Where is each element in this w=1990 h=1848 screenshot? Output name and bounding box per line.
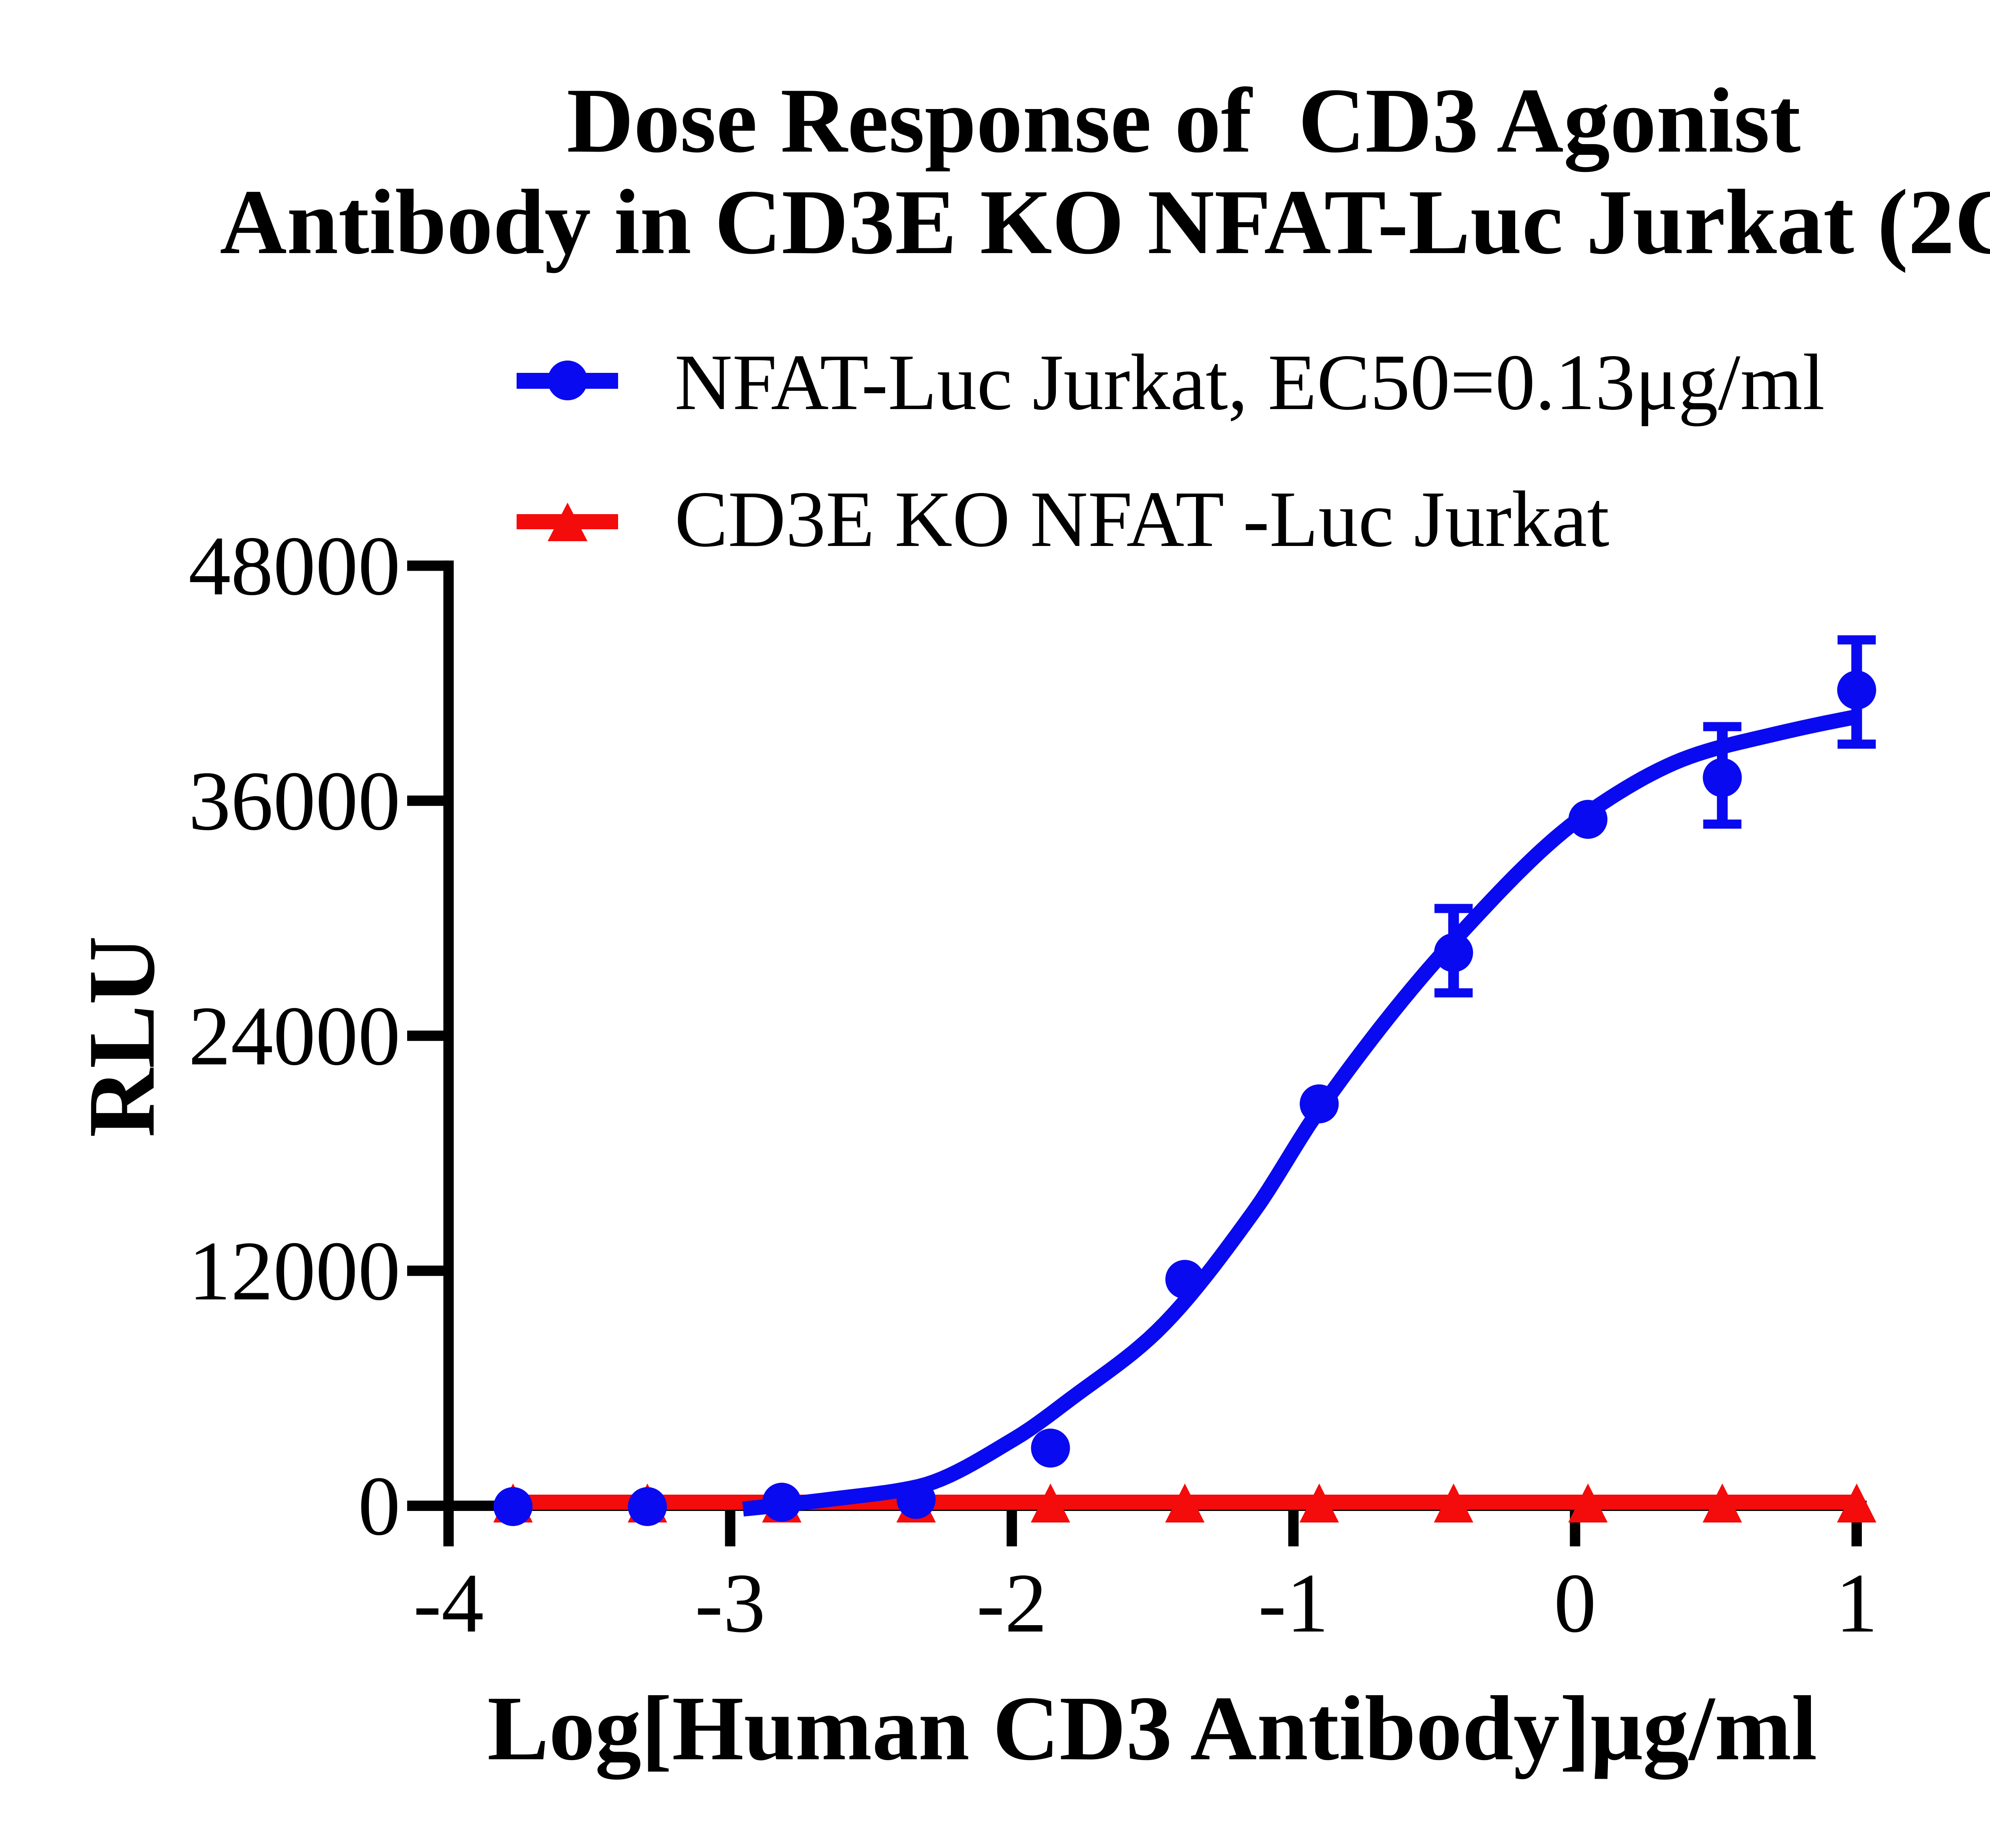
svg-text:24000: 24000 [189,989,401,1083]
svg-text:36000: 36000 [189,754,401,848]
svg-text:1: 1 [1836,1556,1878,1650]
svg-text:0: 0 [1554,1556,1596,1650]
svg-text:-1: -1 [1258,1556,1329,1650]
svg-text:48000: 48000 [189,519,401,613]
svg-text:NFAT-Luc Jurkat, EC50=0.13μg/m: NFAT-Luc Jurkat, EC50=0.13μg/ml [675,338,1825,427]
svg-text:CD3E KO NFAT -Luc Jurkat: CD3E KO NFAT -Luc Jurkat [675,475,1610,563]
svg-text:Dose Response of CD3 Agonist: Dose Response of CD3 Agonist [567,69,1801,172]
svg-text:-3: -3 [695,1556,765,1650]
svg-text:-4: -4 [413,1556,484,1650]
svg-text:-2: -2 [976,1556,1047,1650]
svg-text:Log[Human CD3 Antibody]μg/ml: Log[Human CD3 Antibody]μg/ml [487,1677,1817,1780]
svg-text:Antibody in CD3E KO NFAT-Luc J: Antibody in CD3E KO NFAT-Luc Jurkat (2C2… [220,171,1990,273]
svg-text:0: 0 [358,1459,401,1553]
svg-text:12000: 12000 [189,1224,401,1318]
svg-text:RLU: RLU [68,936,174,1138]
